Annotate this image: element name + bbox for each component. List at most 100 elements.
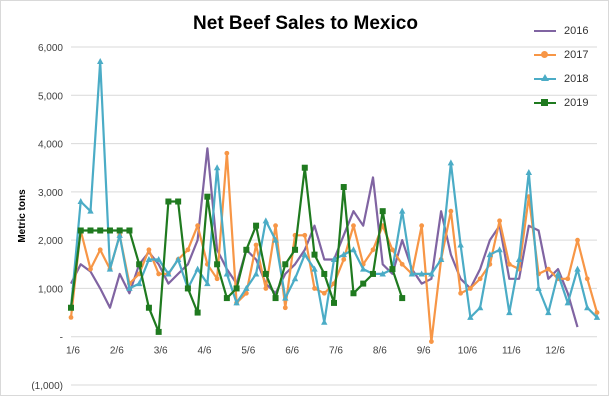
legend-swatch xyxy=(534,51,556,58)
data-point-2017 xyxy=(419,223,425,229)
x-tick-label: 10/6 xyxy=(458,346,478,357)
data-point-2019 xyxy=(223,295,230,302)
x-tick-label: 5/6 xyxy=(241,346,255,357)
data-point-2017 xyxy=(195,223,201,229)
data-point-2019 xyxy=(379,208,386,215)
data-point-2018 xyxy=(535,284,542,291)
data-point-2018 xyxy=(379,270,386,277)
data-point-2017 xyxy=(467,286,473,291)
data-point-2017 xyxy=(351,223,356,229)
data-point-2017 xyxy=(253,242,259,248)
data-point-2018 xyxy=(213,164,221,171)
data-point-2017 xyxy=(68,315,74,320)
legend-swatch xyxy=(534,30,556,32)
x-tick-label: 2/6 xyxy=(110,346,124,357)
data-point-2018 xyxy=(233,299,240,306)
x-tick-label: 4/6 xyxy=(198,346,212,357)
data-point-2017 xyxy=(88,266,93,272)
data-point-2019 xyxy=(321,270,328,277)
legend-label: 2018 xyxy=(564,73,589,85)
data-point-2018 xyxy=(97,57,104,64)
x-tick-label: 11/6 xyxy=(502,346,521,357)
data-point-2018 xyxy=(77,198,84,205)
data-point-2019 xyxy=(155,328,162,335)
data-point-2018 xyxy=(593,313,601,320)
x-tick-label: 7/6 xyxy=(329,346,343,357)
data-point-2018 xyxy=(252,270,260,277)
data-point-2017 xyxy=(224,150,230,156)
data-point-2017 xyxy=(185,247,191,253)
data-point-2018 xyxy=(447,159,455,166)
data-point-2019 xyxy=(350,290,357,297)
legend-swatch xyxy=(534,99,556,106)
data-point-2019 xyxy=(214,261,221,268)
legend-item-2017: 2017 xyxy=(534,43,588,67)
data-point-2018 xyxy=(486,251,494,258)
data-point-2018 xyxy=(408,270,416,277)
data-point-2018 xyxy=(584,304,591,311)
data-point-2017 xyxy=(214,276,220,282)
data-point-2017 xyxy=(399,261,405,267)
data-point-2018 xyxy=(165,270,172,277)
data-point-2019 xyxy=(116,227,123,234)
data-point-2018 xyxy=(311,265,318,272)
x-tick-label: 1/6 xyxy=(66,346,80,357)
legend-item-2018: 2018 xyxy=(534,67,588,91)
legend-label: 2016 xyxy=(564,25,589,37)
data-point-2018 xyxy=(496,246,503,253)
data-point-2019 xyxy=(106,227,113,234)
data-point-2017 xyxy=(390,247,395,253)
legend-item-2019: 2019 xyxy=(534,91,588,115)
data-point-2018 xyxy=(554,270,562,277)
data-point-2017 xyxy=(97,247,103,253)
data-point-2018 xyxy=(204,280,211,287)
data-point-2018 xyxy=(564,299,571,306)
data-point-2018 xyxy=(282,294,289,301)
data-point-2019 xyxy=(233,285,240,292)
data-point-2017 xyxy=(273,223,278,229)
data-point-2018 xyxy=(398,207,406,214)
data-point-2019 xyxy=(204,193,211,200)
data-point-2018 xyxy=(467,313,474,320)
y-tick-label: 4,000 xyxy=(38,140,63,151)
data-point-2019 xyxy=(360,280,367,287)
data-point-2017 xyxy=(429,339,434,344)
legend-marker xyxy=(541,74,549,81)
data-point-2019 xyxy=(126,227,133,234)
data-point-2017 xyxy=(312,286,317,291)
data-point-2017 xyxy=(565,276,571,282)
y-tick-label: 5,000 xyxy=(38,91,63,102)
data-point-2018 xyxy=(174,255,182,262)
data-point-2018 xyxy=(272,236,279,243)
data-point-2018 xyxy=(428,270,435,277)
data-point-2019 xyxy=(389,266,396,273)
data-point-2018 xyxy=(155,255,162,262)
data-point-2018 xyxy=(515,255,523,262)
data-point-2018 xyxy=(340,251,347,258)
x-tick-label: 9/6 xyxy=(417,346,431,357)
data-point-2017 xyxy=(156,271,162,277)
data-point-2018 xyxy=(525,169,533,176)
y-tick-label: 1,000 xyxy=(38,284,63,295)
data-point-2018 xyxy=(243,284,250,291)
data-point-2019 xyxy=(136,261,143,268)
data-point-2019 xyxy=(87,227,94,234)
data-point-2019 xyxy=(282,261,289,268)
data-point-2018 xyxy=(545,309,552,316)
data-point-2019 xyxy=(77,227,84,234)
y-tick-label: (1,000) xyxy=(31,381,63,392)
data-point-2018 xyxy=(301,251,308,258)
data-point-2018 xyxy=(321,318,328,325)
data-point-2019 xyxy=(340,184,347,191)
data-point-2017 xyxy=(575,237,580,243)
x-tick-label: 12/6 xyxy=(545,346,565,357)
data-point-2019 xyxy=(68,304,74,311)
data-point-2018 xyxy=(506,309,513,316)
data-point-2017 xyxy=(302,232,308,238)
data-point-2019 xyxy=(272,295,279,302)
legend-swatch xyxy=(534,74,556,81)
data-point-2019 xyxy=(97,227,104,234)
chart-title: Net Beef Sales to Mexico xyxy=(193,13,418,34)
data-point-2018 xyxy=(457,241,464,248)
